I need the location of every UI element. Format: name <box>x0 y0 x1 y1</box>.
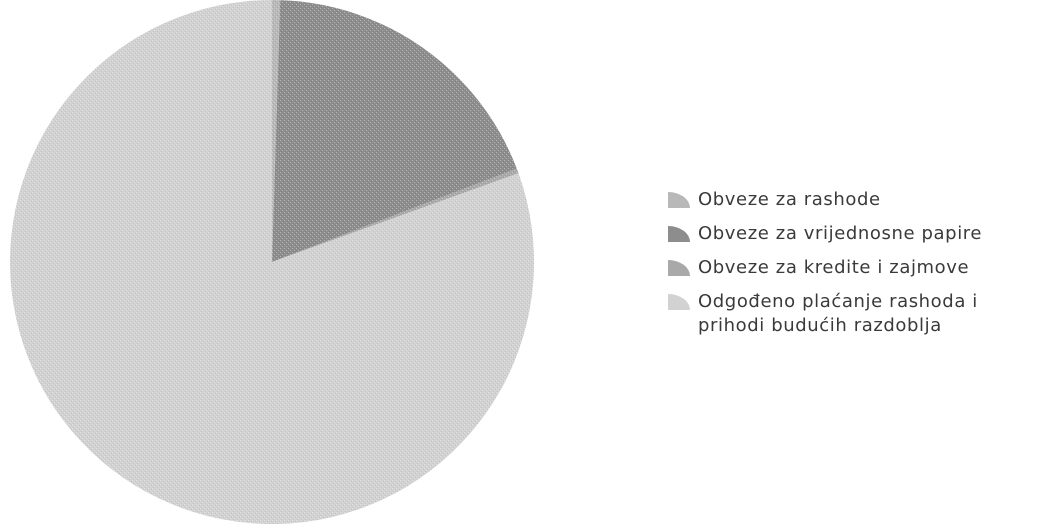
pie-slice-texture <box>272 0 517 262</box>
pie-slice-texture <box>272 168 519 262</box>
legend-label-odgodeno-placanje-rashoda-i-prihodi-buducih-razdoblja: Odgođeno plaćanje rashoda i prihodi buduć… <box>698 291 978 336</box>
pie-slice-texture <box>9 0 534 524</box>
legend-swatch-obveze-za-rashode <box>668 192 690 208</box>
legend-label-obveze-za-kredite-i-zajmove: Obveze za kredite i zajmove <box>698 257 969 278</box>
pie-slice-texture <box>272 0 281 262</box>
legend: Obveze za rashode Obveze za vrijednosne p… <box>668 189 982 336</box>
legend-swatch-obveze-za-kredite-i-zajmove <box>668 260 690 276</box>
legend-swatch-obveze-za-vrijednosne-papire <box>668 226 690 242</box>
legend-swatch-odgodeno-placanje-rashoda-i-prihodi-buducih-razdoblja <box>668 294 690 310</box>
pie-slices <box>9 0 534 524</box>
legend-label-obveze-za-vrijednosne-papire: Obveze za vrijednosne papire <box>698 223 982 244</box>
legend-label-obveze-za-rashode: Obveze za rashode <box>698 189 881 210</box>
